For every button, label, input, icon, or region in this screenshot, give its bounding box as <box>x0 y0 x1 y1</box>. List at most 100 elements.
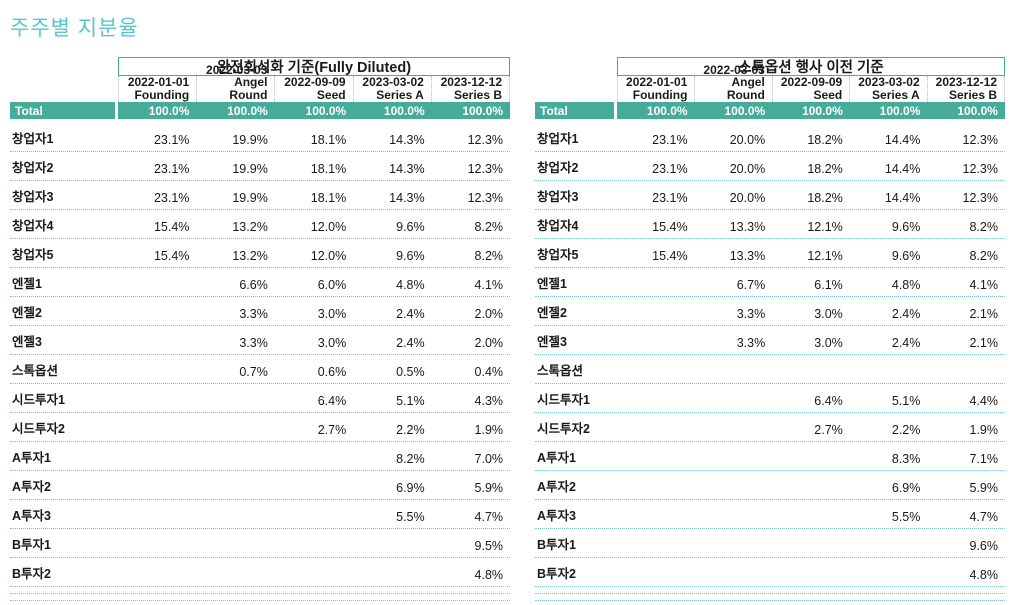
value-cell-3[interactable]: 2.7% <box>814 423 843 437</box>
value-cell-4[interactable]: 9.6% <box>396 249 425 263</box>
column-header-2[interactable]: 2022-03-03 Angel Round <box>694 63 771 102</box>
value-cell-2[interactable]: 20.0% <box>729 133 766 147</box>
value-cell-3[interactable]: 6.0% <box>317 278 347 292</box>
value-cell-1[interactable]: 23.1% <box>153 191 190 205</box>
row-label-cell[interactable]: A투자3 <box>12 509 51 523</box>
value-cell-3[interactable]: 18.1% <box>310 162 347 176</box>
value-cell-5[interactable]: 4.8% <box>969 568 998 582</box>
row-label-cell[interactable]: 스톡옵션 <box>12 364 59 378</box>
row-label-cell[interactable]: A투자2 <box>12 480 51 494</box>
value-cell-4[interactable]: 2.4% <box>891 336 921 350</box>
column-header-1[interactable]: 2022-01-01 Founding <box>617 76 694 102</box>
row-label-cell[interactable]: A투자1 <box>537 451 576 465</box>
value-cell-3[interactable]: 0.6% <box>317 365 347 379</box>
total-cell-3[interactable]: 100.0% <box>305 103 347 118</box>
column-header-3[interactable]: 2022-09-09 Seed <box>771 76 849 102</box>
value-cell-2[interactable]: 19.9% <box>232 162 268 176</box>
row-label-cell[interactable]: 엔젤2 <box>12 306 42 320</box>
total-cell-5[interactable]: 100.0% <box>957 103 998 118</box>
value-cell-4[interactable]: 14.3% <box>389 133 425 147</box>
value-cell-2[interactable]: 3.3% <box>239 336 268 350</box>
column-header-1[interactable]: 2022-01-01 Founding <box>118 76 196 102</box>
column-header-5[interactable]: 2023-12-12 Series B <box>926 76 1006 102</box>
value-cell-4[interactable]: 5.1% <box>891 394 921 408</box>
total-cell-5[interactable]: 100.0% <box>462 103 504 118</box>
value-cell-5[interactable]: 5.9% <box>474 481 504 495</box>
row-label-cell[interactable]: B투자1 <box>12 538 51 552</box>
value-cell-5[interactable]: 8.2% <box>969 249 998 263</box>
column-header-2[interactable]: 2022-03-03 Angel Round <box>196 63 274 102</box>
value-cell-4[interactable]: 2.4% <box>891 307 921 321</box>
value-cell-1[interactable]: 15.4% <box>652 249 688 263</box>
value-cell-4[interactable]: 8.3% <box>891 452 921 466</box>
value-cell-2[interactable]: 19.9% <box>232 191 268 205</box>
value-cell-5[interactable]: 4.4% <box>969 394 998 408</box>
value-cell-5[interactable]: 12.3% <box>467 191 504 205</box>
value-cell-2[interactable]: 20.0% <box>729 162 766 176</box>
row-label-cell[interactable]: 엔젤1 <box>12 277 42 291</box>
row-label-cell[interactable]: 엔젤3 <box>537 335 567 349</box>
row-label-cell[interactable]: 엔젤1 <box>537 277 567 291</box>
value-cell-2[interactable]: 6.6% <box>239 278 268 292</box>
value-cell-4[interactable]: 9.6% <box>891 249 921 263</box>
value-cell-4[interactable]: 4.8% <box>891 278 921 292</box>
row-label-cell[interactable]: 창업자3 <box>537 190 579 204</box>
value-cell-4[interactable]: 0.5% <box>396 365 425 379</box>
value-cell-1[interactable]: 15.4% <box>153 220 190 234</box>
value-cell-2[interactable]: 0.7% <box>239 365 268 379</box>
value-cell-1[interactable]: 15.4% <box>153 249 190 263</box>
total-label-cell[interactable]: Total <box>10 102 115 119</box>
row-label-cell[interactable]: 창업자3 <box>12 190 54 204</box>
value-cell-4[interactable]: 4.8% <box>396 278 425 292</box>
row-label-cell[interactable]: A투자1 <box>12 451 51 465</box>
column-header-3[interactable]: 2022-09-09 Seed <box>274 76 352 102</box>
column-header-4[interactable]: 2023-03-02 Series A <box>849 76 926 102</box>
row-label-cell[interactable]: 스톡옵션 <box>537 364 584 378</box>
value-cell-1[interactable]: 23.1% <box>652 191 688 205</box>
value-cell-5[interactable]: 1.9% <box>474 423 504 437</box>
value-cell-4[interactable]: 9.6% <box>891 220 921 234</box>
total-cell-4[interactable]: 100.0% <box>383 103 425 118</box>
total-cell-1[interactable]: 100.0% <box>646 103 688 118</box>
value-cell-5[interactable]: 2.0% <box>474 336 504 350</box>
value-cell-2[interactable]: 3.3% <box>736 336 766 350</box>
value-cell-4[interactable]: 5.5% <box>891 510 921 524</box>
value-cell-3[interactable]: 12.1% <box>807 220 843 234</box>
row-label-cell[interactable]: 시드투자2 <box>537 422 590 436</box>
value-cell-3[interactable]: 18.2% <box>807 162 843 176</box>
value-cell-4[interactable]: 14.4% <box>884 191 921 205</box>
value-cell-4[interactable]: 2.4% <box>396 307 425 321</box>
value-cell-5[interactable]: 2.1% <box>969 307 998 321</box>
value-cell-5[interactable]: 2.1% <box>969 336 998 350</box>
value-cell-4[interactable]: 2.2% <box>891 423 921 437</box>
value-cell-5[interactable]: 8.2% <box>474 249 504 263</box>
value-cell-3[interactable]: 18.2% <box>807 133 843 147</box>
value-cell-2[interactable]: 13.3% <box>729 249 766 263</box>
value-cell-3[interactable]: 12.1% <box>807 249 843 263</box>
value-cell-5[interactable]: 12.3% <box>962 133 998 147</box>
value-cell-3[interactable]: 18.1% <box>310 191 347 205</box>
value-cell-4[interactable]: 9.6% <box>396 220 425 234</box>
value-cell-1[interactable]: 23.1% <box>153 133 190 147</box>
value-cell-5[interactable]: 4.8% <box>474 568 504 582</box>
value-cell-3[interactable]: 18.1% <box>310 133 347 147</box>
value-cell-5[interactable]: 4.7% <box>474 510 504 524</box>
value-cell-2[interactable]: 3.3% <box>239 307 268 321</box>
value-cell-4[interactable]: 14.3% <box>389 191 425 205</box>
value-cell-5[interactable]: 0.4% <box>474 365 504 379</box>
value-cell-1[interactable]: 15.4% <box>652 220 688 234</box>
value-cell-5[interactable]: 4.1% <box>474 278 504 292</box>
value-cell-3[interactable]: 12.0% <box>310 220 347 234</box>
row-label-cell[interactable]: A투자2 <box>537 480 576 494</box>
value-cell-4[interactable]: 14.4% <box>884 162 921 176</box>
value-cell-4[interactable]: 5.5% <box>396 510 425 524</box>
row-label-cell[interactable]: 엔젤2 <box>537 306 567 320</box>
row-label-cell[interactable]: 창업자1 <box>12 132 54 146</box>
value-cell-1[interactable]: 23.1% <box>153 162 190 176</box>
value-cell-2[interactable]: 19.9% <box>232 133 268 147</box>
row-label-cell[interactable]: 시드투자1 <box>12 393 65 407</box>
value-cell-2[interactable]: 20.0% <box>729 191 766 205</box>
row-label-cell[interactable]: 엔젤3 <box>12 335 42 349</box>
value-cell-3[interactable]: 3.0% <box>814 307 843 321</box>
value-cell-3[interactable]: 12.0% <box>310 249 347 263</box>
